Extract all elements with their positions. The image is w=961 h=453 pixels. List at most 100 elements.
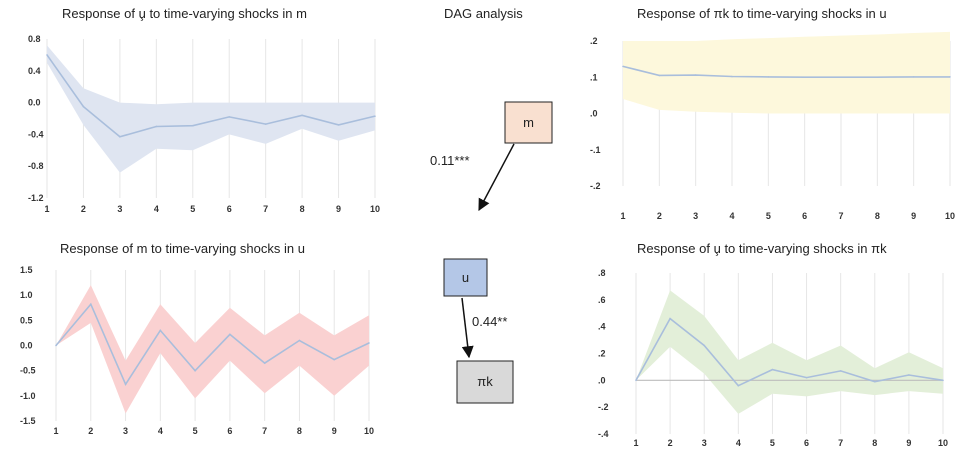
dag-edge-u-pk [461,297,474,359]
x-tick-label: 3 [123,426,128,436]
x-tick-label: 5 [190,204,195,214]
response-point [298,339,301,342]
response-point [840,76,842,79]
x-tick-label: 4 [154,204,159,214]
y-tick-label: -0.8 [28,161,44,171]
dag-edge-m-u [478,143,515,212]
chart-bottom-left: 1.5 1.0 0.5 0.0 -0.5 -1.0 -1.5 1 2 3 4 5 6 7 8 9 10 [20,265,374,436]
response-point [873,380,876,383]
x-tick-label: 2 [81,204,86,214]
response-point [771,368,774,371]
x-tick-label: 8 [872,438,877,448]
x-tick-label: 7 [838,438,843,448]
response-line [635,317,944,387]
dag-node-m: m [504,101,553,144]
response-point [703,344,706,347]
y-tick-label: .4 [598,322,606,332]
x-tick-label: 6 [227,426,232,436]
x-tick-label: 2 [657,211,662,221]
x-tick-label: 3 [117,204,122,214]
x-tick-label: 9 [911,211,916,221]
y-tick-label: -1.5 [20,416,36,426]
dag-diagram: DAG analysis 0.11*** 0.44** m u πk [430,6,553,404]
response-point [908,374,910,376]
x-tick-label: 3 [702,438,707,448]
y-tick-label: -.2 [590,181,601,191]
x-tick-label: 2 [88,426,93,436]
response-point [55,344,57,347]
dag-node-u-label: u [462,270,469,285]
y-tick-label: 1.0 [20,290,33,300]
chart-bottom-right: .8 .6 .4 .2 .0 -.2 -.4 1 2 3 4 5 6 7 8 9 10 [598,268,948,448]
x-tick-label: 5 [193,426,198,436]
response-point [228,116,231,118]
chart-title-top-left: Response of u̧ to time-varying shocks in… [62,6,307,21]
y-tick-label: 0.4 [28,66,41,76]
x-tick-label: 10 [945,211,955,221]
response-line [55,302,370,386]
response-point [229,333,231,336]
response-point [694,74,697,76]
x-tick-label: 1 [44,204,49,214]
y-tick-label: 0.0 [20,341,33,351]
response-point [337,124,340,126]
y-tick-label: -0.5 [20,366,36,376]
response-point [374,115,376,117]
response-point [731,75,733,78]
x-tick-label: 2 [668,438,673,448]
response-point [876,76,879,79]
response-point [912,76,915,78]
y-tick-label: .2 [590,36,598,46]
response-point [737,384,740,387]
response-point [155,125,158,128]
chart-title-bottom-right: Response of u̧ to time-varying shocks in… [637,241,887,256]
dag-node-m-label: m [523,115,534,130]
response-point [622,65,624,68]
y-tick-label: 0.8 [28,34,41,44]
y-tick-label: .2 [598,349,606,359]
y-tick-label: 1.5 [20,265,33,275]
dag-node-pk-box [456,360,514,404]
x-tick-label: 3 [693,211,698,221]
response-point [124,383,127,386]
response-point [264,123,267,125]
response-point [159,329,162,332]
chart-title-bottom-left: Response of m to time-varying shocks in … [60,241,305,256]
x-tick-label: 1 [620,211,625,221]
x-tick-label: 5 [766,211,771,221]
x-tick-label: 6 [804,438,809,448]
x-tick-label: 9 [336,204,341,214]
response-point [301,114,303,117]
y-tick-label: 0.5 [20,315,33,325]
response-point [942,379,944,382]
x-tick-label: 5 [770,438,775,448]
response-point [333,358,336,361]
x-tick-label: 9 [906,438,911,448]
x-tick-label: 10 [364,426,374,436]
x-tick-label: 10 [938,438,948,448]
dag-node-pk: πk [456,360,514,404]
response-line [622,65,950,78]
confidence-band [636,290,943,414]
x-tick-label: 1 [53,426,58,436]
response-point [949,76,951,78]
dag-node-u-box [443,258,488,297]
y-tick-label: -0.4 [28,129,44,139]
chart-top-left: 0.8 0.4 0.0 -0.4 -0.8 -1.21 2 3 4 5 6 7 8 9 10 [28,34,380,214]
x-tick-label: 1 [633,438,638,448]
response-point [191,124,194,127]
x-tick-label: 7 [263,204,268,214]
x-tick-label: 4 [158,426,163,436]
chart-title-top-right: Response of πk to time-varying shocks in… [637,6,887,21]
confidence-band [623,31,950,114]
x-tick-label: 8 [297,426,302,436]
response-point [658,74,661,77]
response-point [635,379,637,382]
dag-edge-label-u-pk: 0.44** [472,314,507,329]
dag-node-u: u [443,258,488,297]
response-point [839,370,842,372]
x-tick-label: 9 [332,426,337,436]
x-tick-label: 8 [875,211,880,221]
charts-layer: 0.80.40.0-0.4-0.8-1.21 2 3 4 5 6 7 8 9 10.2.1.0-.… [20,31,955,448]
y-tick-label: -.4 [598,429,609,439]
